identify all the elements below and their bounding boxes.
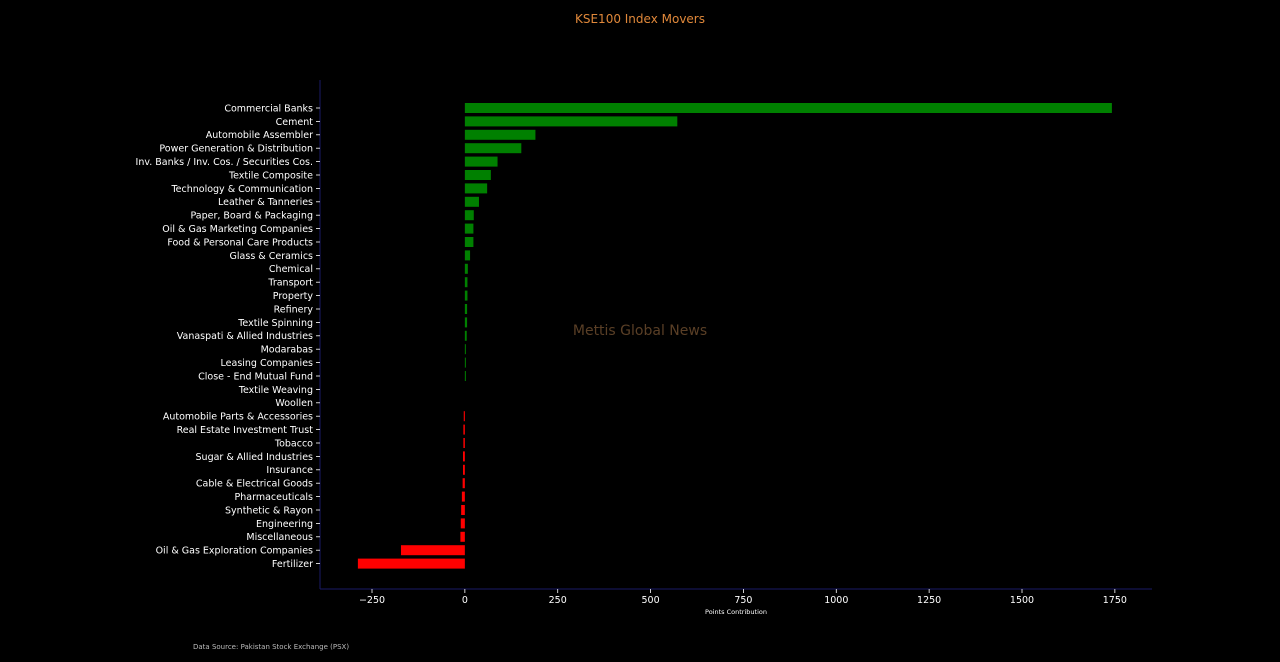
category-label: Transport [267, 278, 313, 289]
bars [357, 103, 1112, 569]
category-label: Real Estate Investment Trust [177, 425, 314, 436]
x-tick-label: 0 [462, 595, 468, 606]
x-tick-label: 1750 [1103, 595, 1127, 606]
x-tick-label: 750 [734, 595, 752, 606]
bar [464, 129, 536, 140]
bar [464, 357, 466, 368]
x-tick-label: 1500 [1010, 595, 1034, 606]
bar [464, 196, 479, 207]
category-label: Vanaspati & Allied Industries [177, 331, 313, 342]
bar [464, 210, 474, 221]
category-label: Textile Weaving [238, 385, 313, 396]
bar [464, 170, 491, 180]
category-label: Food & Personal Care Products [167, 237, 313, 248]
x-axis-title: Points Contribution [705, 608, 767, 616]
category-label: Power Generation & Distribution [159, 144, 313, 155]
category-label: Sugar & Allied Industries [196, 452, 314, 463]
bar [464, 263, 468, 274]
category-label: Automobile Parts & Accessories [163, 412, 313, 423]
data-source-note: Data Source: Pakistan Stock Exchange (PS… [193, 643, 349, 651]
category-label: Commercial Banks [224, 103, 313, 114]
category-label: Close - End Mutual Fund [198, 371, 313, 382]
bar [461, 505, 465, 515]
x-tick-label: 1000 [824, 595, 848, 606]
category-label: Textile Composite [228, 170, 313, 181]
bar [463, 451, 465, 462]
bar [460, 531, 465, 542]
category-label: Refinery [274, 304, 314, 315]
category-label: Synthetic & Rayon [225, 505, 313, 516]
bar [464, 237, 474, 247]
category-label: Leather & Tanneries [218, 197, 313, 208]
watermark: Mettis Global News [573, 323, 707, 339]
category-label: Miscellaneous [246, 532, 313, 543]
category-label: Technology & Communication [170, 184, 313, 195]
bar [464, 223, 474, 234]
bar [460, 518, 465, 529]
x-tick-label: 250 [549, 595, 567, 606]
category-label: Automobile Assembler [206, 130, 313, 141]
x-tick-label: 500 [642, 595, 660, 606]
category-label: Pharmaceuticals [235, 492, 314, 503]
bar [464, 103, 1112, 113]
chart-title: KSE100 Index Movers [575, 12, 705, 26]
bar [464, 330, 467, 341]
bar [464, 250, 471, 261]
category-label: Paper, Board & Packaging [190, 211, 313, 222]
bar [464, 277, 468, 288]
bar [464, 344, 466, 355]
category-label: Cable & Electrical Goods [196, 479, 313, 490]
category-labels: Commercial Banks Cement Automobile Assembl… [136, 103, 314, 570]
category-label: Chemical [269, 264, 313, 275]
bar [464, 304, 468, 314]
bar [464, 290, 468, 301]
x-tick-label: −250 [359, 595, 385, 606]
bar [464, 317, 468, 328]
bar [464, 183, 488, 194]
category-label: Inv. Banks / Inv. Cos. / Securities Cos. [136, 157, 313, 168]
category-label: Property [273, 291, 314, 302]
category-label: Textile Spinning [237, 318, 313, 329]
category-label: Fertilizer [272, 559, 313, 570]
category-label: Engineering [256, 519, 313, 530]
bar [464, 143, 522, 154]
category-label: Insurance [266, 465, 313, 476]
bar [464, 156, 498, 167]
bar [462, 478, 465, 489]
bar [461, 491, 465, 502]
category-label: Glass & Ceramics [230, 251, 313, 262]
bar [463, 464, 465, 475]
bar [464, 116, 678, 127]
bar [463, 424, 465, 435]
category-label: Leasing Companies [221, 358, 314, 369]
category-label: Modarabas [261, 345, 313, 356]
bar [357, 558, 465, 569]
bar [464, 371, 466, 381]
axes: −250 0 250 500 750 1000 1250 1500 1750 [316, 80, 1152, 606]
category-label: Woollen [275, 398, 313, 409]
category-label: Oil & Gas Marketing Companies [162, 224, 313, 235]
category-label: Oil & Gas Exploration Companies [156, 546, 313, 557]
category-label: Tobacco [274, 438, 313, 449]
bar [400, 545, 465, 556]
bar [463, 411, 465, 422]
bar [463, 438, 465, 448]
category-label: Cement [276, 117, 314, 128]
x-tick-label: 1250 [917, 595, 941, 606]
